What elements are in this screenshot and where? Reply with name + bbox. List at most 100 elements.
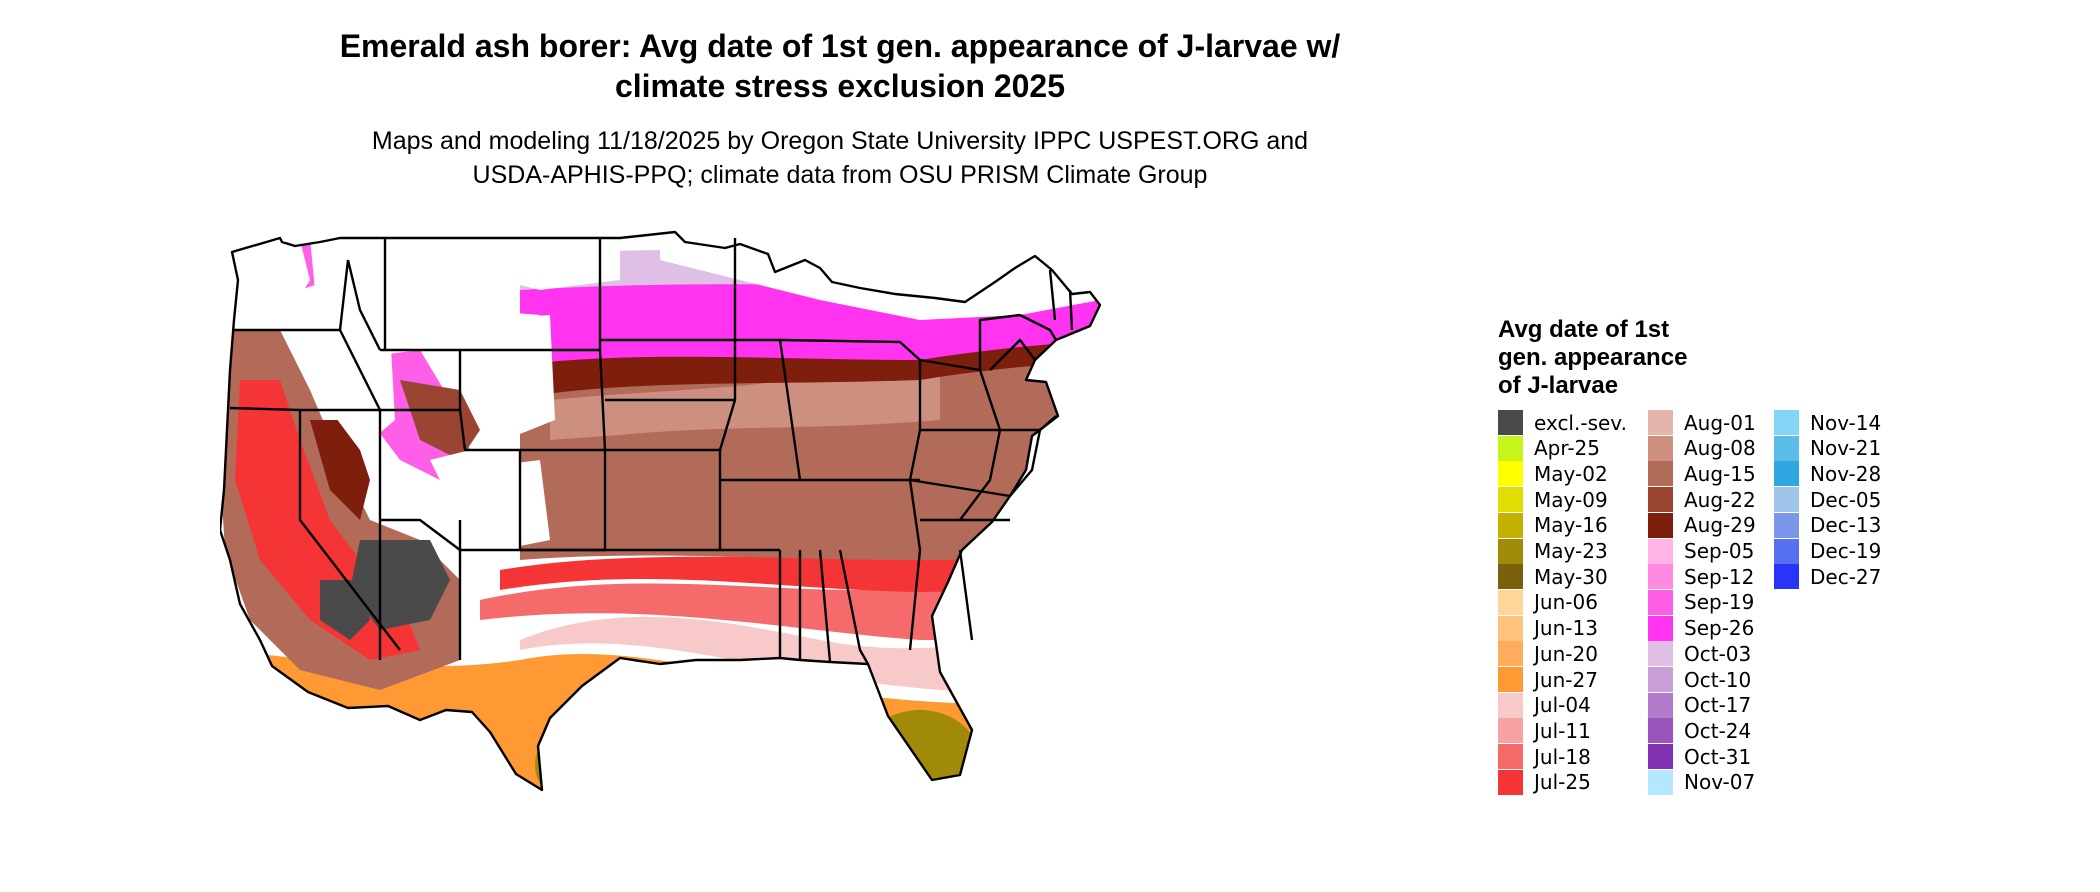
legend-item: Sep-12 [1648,564,1755,590]
legend-label: Jun-27 [1534,667,1598,692]
map-title-line-2: climate stress exclusion 2025 [614,68,1066,104]
legend-item: Dec-27 [1774,564,1882,590]
legend-swatch [1774,435,1799,461]
legend-label: Jun-20 [1534,641,1598,666]
legend-item: Oct-10 [1648,667,1751,692]
legend-label: Oct-24 [1684,718,1752,743]
legend-swatch [1648,718,1673,744]
map-subtitle: Maps and modeling 11/18/2025 by Oregon S… [240,124,1440,192]
legend-label: Oct-31 [1684,744,1752,769]
legend-swatch [1498,769,1523,795]
legend-item: Aug-08 [1648,435,1756,461]
legend-label: Nov-07 [1684,770,1756,795]
legend-label: May-23 [1534,539,1608,563]
legend-item: Nov-14 [1774,410,1881,435]
legend-label: Nov-14 [1810,410,1882,435]
legend-label: May-09 [1534,487,1608,512]
legend-item: Sep-26 [1648,615,1755,641]
map-subtitle-line-2: USDA-APHIS-PPQ; climate data from OSU PR… [472,161,1208,189]
legend-item: May-23 [1498,538,1608,564]
legend-swatch [1648,487,1673,513]
legend-item: Dec-19 [1774,538,1882,564]
legend-swatch [1648,461,1673,487]
legend-label: Oct-10 [1684,667,1752,692]
legend-label: Oct-03 [1684,641,1752,666]
legend-swatch [1498,538,1523,564]
legend-item: Nov-21 [1774,435,1882,461]
map-title: Emerald ash borer: Avg date of 1st gen. … [240,26,1440,106]
legend-label: Jul-25 [1534,770,1591,795]
legend-swatch [1648,538,1673,564]
legend-swatch [1648,564,1673,590]
legend-label: Aug-08 [1684,436,1756,461]
legend-swatch [1498,461,1523,487]
legend-label: Jul-18 [1534,744,1591,769]
legend-item: Oct-17 [1648,692,1752,718]
legend-title-line-3: of J-larvae [1498,372,1619,399]
legend-item: Jun-13 [1498,615,1598,641]
legend-item: Jul-18 [1498,744,1591,770]
legend-swatch [1498,692,1523,718]
legend-swatch [1498,435,1523,461]
legend-item: Dec-13 [1774,512,1882,538]
legend-item: Oct-31 [1648,744,1752,770]
legend-item: Aug-22 [1648,487,1756,513]
legend-item: May-09 [1498,487,1608,513]
legend-label: Sep-12 [1684,564,1755,589]
legend-item: Aug-01 [1648,410,1756,435]
legend-item: Aug-29 [1648,512,1756,538]
legend-swatch [1774,487,1799,513]
legend-label: Sep-26 [1684,616,1755,641]
legend-item: Dec-05 [1774,487,1882,513]
legend-label: Aug-01 [1684,410,1756,435]
legend-item: Jul-04 [1498,692,1591,718]
legend-item: Jul-25 [1498,769,1591,795]
legend-label: Dec-13 [1810,513,1882,538]
legend-swatch [1498,641,1523,667]
legend-swatch [1648,744,1673,770]
legend-item: excl.-sev. [1498,410,1627,435]
legend-label: Dec-05 [1810,487,1882,512]
legend-swatch [1774,410,1799,435]
legend-swatch [1648,615,1673,641]
legend-item: Sep-05 [1648,538,1755,564]
legend-item: Jun-06 [1498,589,1598,615]
legend-swatch [1774,538,1799,564]
legend-swatch [1498,564,1523,590]
legend-title: Avg date of 1st gen. appearance of J-lar… [1498,316,1738,400]
legend-swatch [1498,744,1523,770]
us-map [220,230,1102,792]
legend-swatch [1648,769,1673,795]
legend-label: Apr-25 [1534,436,1600,461]
legend-swatch [1774,461,1799,487]
map-title-line-1: Emerald ash borer: Avg date of 1st gen. … [339,28,1341,64]
legend-label: May-16 [1534,513,1608,538]
legend-swatch [1648,512,1673,538]
legend-label: Nov-28 [1810,461,1882,486]
legend-label: Sep-19 [1684,590,1755,615]
legend-swatch [1498,487,1523,513]
legend-swatch [1498,512,1523,538]
legend-swatch [1648,589,1673,615]
legend-item: Nov-28 [1774,461,1882,487]
legend-swatch [1648,641,1673,667]
legend-label: Sep-05 [1684,539,1755,563]
legend-item: Oct-24 [1648,718,1752,744]
legend-item: Jun-27 [1498,667,1598,692]
legend-label: Dec-27 [1810,564,1882,589]
legend-swatch [1774,564,1799,590]
legend-label: Jul-11 [1534,718,1591,743]
legend-item: May-30 [1498,564,1608,590]
legend-label: Aug-15 [1684,461,1756,486]
legend-swatch [1498,718,1523,744]
legend-item: Aug-15 [1648,461,1756,487]
legend-swatch [1498,589,1523,615]
legend-label: Aug-22 [1684,487,1756,512]
legend-swatch [1774,512,1799,538]
legend-label: Nov-21 [1810,436,1882,461]
legend-label: Dec-19 [1810,539,1882,563]
legend-label: Jun-13 [1534,616,1598,641]
legend-label: Oct-17 [1684,693,1752,718]
legend-item: May-16 [1498,512,1608,538]
legend-label: Jul-04 [1534,693,1591,718]
